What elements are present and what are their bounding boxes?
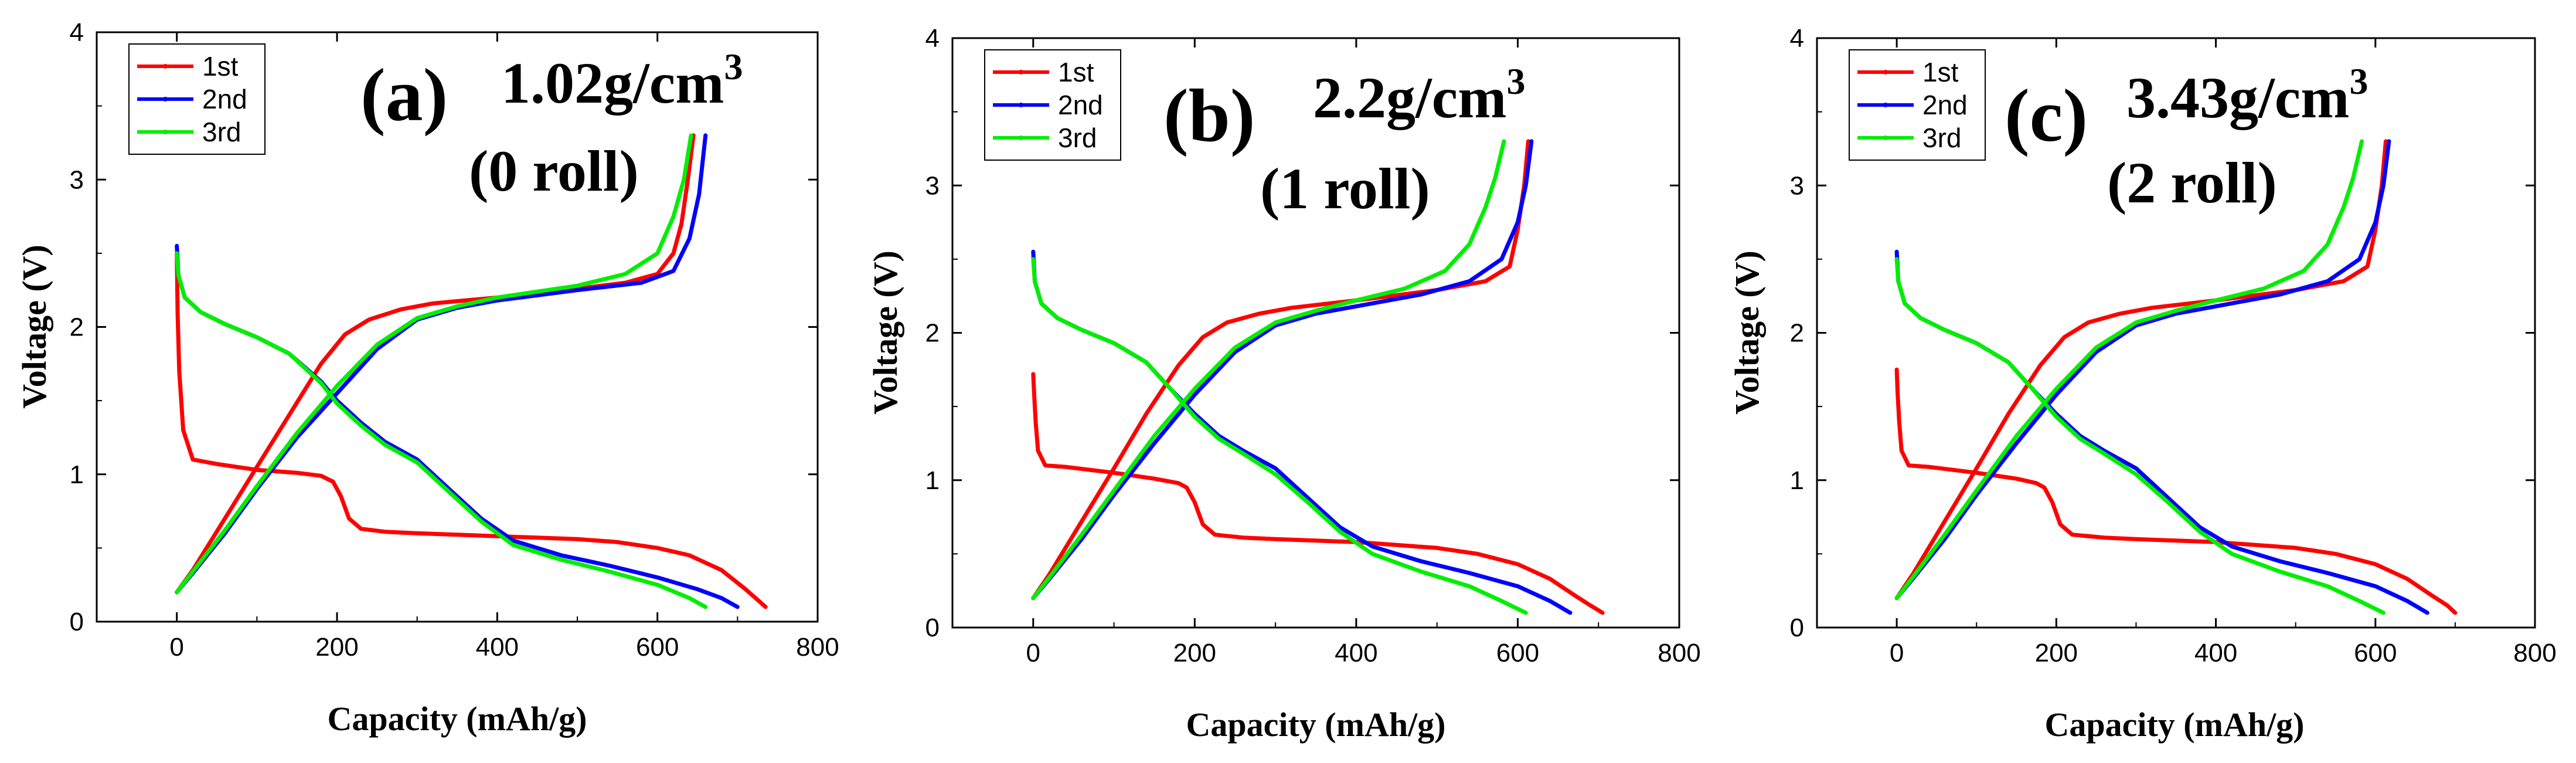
legend-label-3rd: 3rd [1922, 123, 1961, 153]
x-tick-label: 200 [2035, 639, 2078, 667]
series-1st-charge-curve [175, 133, 696, 595]
legend-label-1st: 1st [1922, 57, 1959, 87]
legend-label-2nd: 2nd [1922, 90, 1968, 120]
y-tick-label: 3 [1790, 171, 1804, 200]
x-tick-label: 800 [1658, 639, 1700, 667]
legend-marker-1st [1019, 70, 1023, 74]
density-value: 3.43g/cm [2126, 65, 2349, 130]
x-tick-label: 400 [476, 633, 519, 662]
x-tick-label: 0 [1890, 639, 1904, 667]
panel-label: (b) [1163, 74, 1255, 157]
legend-marker-1st [1883, 70, 1888, 74]
panel-c: (c) 3.43g/cm3 (2 roll) Capacity (mAh/g) … [1728, 24, 2557, 744]
roll-annotation: (1 roll) [1260, 156, 1430, 221]
y-axis-title: Voltage (V) [15, 245, 53, 409]
y-tick-label: 2 [1790, 319, 1804, 348]
series-3rd-charge-curve [1031, 139, 1506, 601]
legend-label-3rd: 3rd [202, 117, 241, 147]
series-3rd-charge-curve [1894, 139, 2364, 601]
x-tick-label: 600 [636, 633, 679, 662]
legend-label-3rd: 3rd [1058, 123, 1097, 153]
x-tick-label: 200 [1173, 639, 1216, 667]
x-tick-label: 0 [1026, 639, 1040, 667]
y-tick-label: 2 [70, 313, 84, 342]
legend-label-1st: 1st [1058, 57, 1094, 87]
x-tick-label: 600 [1496, 639, 1539, 667]
series-1st-discharge-curve [1031, 372, 1605, 615]
density-superscript: 3 [2349, 60, 2368, 102]
y-tick-label: 0 [925, 613, 940, 642]
x-tick-label: 0 [169, 633, 183, 662]
y-axis-title: Voltage (V) [866, 250, 904, 415]
legend-marker-3rd [163, 130, 168, 134]
legend-marker-2nd [1019, 103, 1023, 107]
x-tick-label: 400 [2194, 639, 2237, 667]
series-1st-charge-curve [1031, 139, 1530, 601]
y-tick-label: 4 [925, 24, 940, 53]
density-superscript: 3 [724, 46, 743, 87]
density-value: 2.2g/cm [1313, 65, 1506, 130]
density-superscript: 3 [1506, 60, 1525, 102]
x-tick-label: 800 [2513, 639, 2556, 667]
x-tick-label: 800 [796, 633, 839, 662]
y-tick-label: 4 [70, 18, 84, 47]
legend-label-2nd: 2nd [1058, 90, 1103, 120]
y-tick-label: 1 [925, 466, 940, 495]
legend-marker-3rd [1019, 135, 1023, 140]
density-annotation: 1.02g/cm3 [501, 46, 743, 116]
density-annotation: 2.2g/cm3 [1313, 60, 1525, 130]
x-axis-title: Capacity (mAh/g) [1186, 706, 1445, 744]
roll-annotation: (0 roll) [469, 138, 639, 204]
y-tick-label: 1 [70, 460, 84, 489]
legend-label-2nd: 2nd [202, 84, 247, 114]
y-tick-label: 2 [925, 319, 940, 348]
series-1st-discharge-curve [175, 251, 768, 609]
legend-marker-3rd [1883, 135, 1888, 140]
y-tick-label: 3 [925, 171, 940, 200]
x-axis-title: Capacity (mAh/g) [327, 700, 587, 738]
density-value: 1.02g/cm [501, 50, 724, 116]
x-tick-label: 200 [315, 633, 358, 662]
series-3rd-discharge-curve [175, 251, 708, 609]
y-tick-label: 1 [1790, 466, 1804, 495]
legend-label-1st: 1st [202, 51, 239, 82]
series-1st-charge-curve [1894, 139, 2388, 601]
y-axis-title: Voltage (V) [1728, 250, 1766, 415]
y-tick-label: 3 [70, 165, 84, 194]
density-annotation: 3.43g/cm3 [2126, 60, 2368, 130]
series-2nd-charge-curve [1894, 139, 2391, 601]
y-tick-label: 0 [1790, 613, 1804, 642]
series-3rd-charge-curve [175, 133, 693, 595]
panel-label: (c) [2005, 74, 2088, 157]
series-2nd-charge-curve [1031, 139, 1534, 601]
x-tick-label: 400 [1335, 639, 1377, 667]
y-tick-label: 0 [70, 608, 84, 636]
series-1st-discharge-curve [1894, 367, 2458, 615]
legend-marker-2nd [1883, 103, 1888, 107]
roll-annotation: (2 roll) [2107, 150, 2277, 215]
legend-marker-2nd [163, 97, 168, 101]
panel-label: (a) [360, 53, 448, 137]
y-tick-label: 4 [1790, 24, 1804, 53]
legend-marker-1st [163, 64, 168, 69]
panel-b: (b) 2.2g/cm3 (1 roll) Capacity (mAh/g) V… [866, 24, 1701, 744]
x-tick-label: 600 [2354, 639, 2397, 667]
series-3rd-discharge-curve [1894, 257, 2386, 615]
series-3rd-discharge-curve [1031, 257, 1528, 615]
x-axis-title: Capacity (mAh/g) [2044, 706, 2304, 744]
panel-a: (a) 1.02g/cm3 (0 roll) Capacity (mAh/g) … [15, 18, 839, 738]
